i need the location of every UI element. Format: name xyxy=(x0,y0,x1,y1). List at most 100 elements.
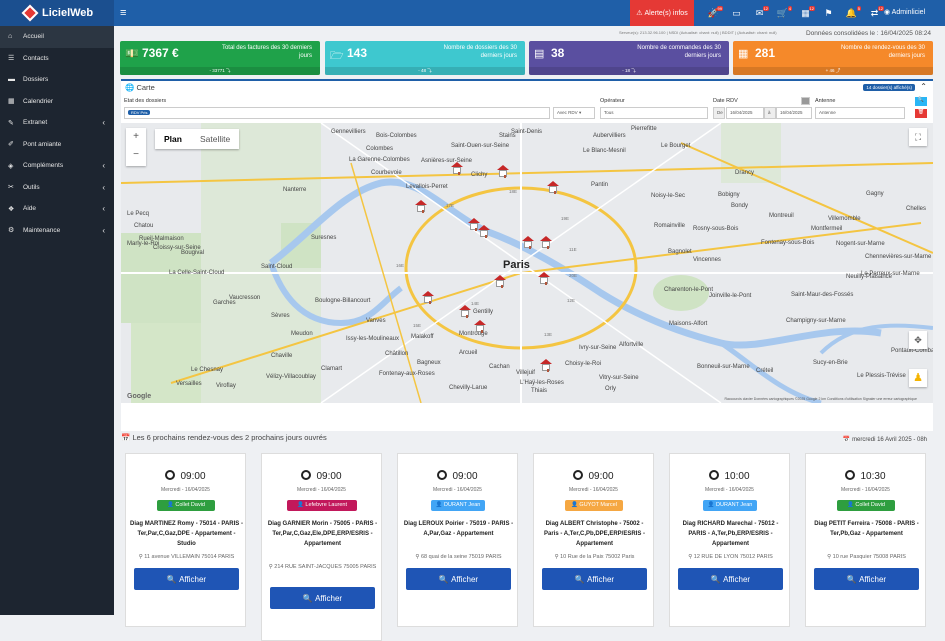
sidebar-item-outils[interactable]: ✂ Outils ‹ xyxy=(0,177,114,199)
sidebar-item-dossiers[interactable]: ▬ Dossiers xyxy=(0,69,114,91)
dossier-marker-icon[interactable] xyxy=(422,291,434,305)
map-label: Viroflay xyxy=(216,383,236,389)
sidebar-item-maintenance[interactable]: ⚙ Maintenance ‹ xyxy=(0,220,114,242)
zoom-in-button[interactable]: + xyxy=(133,131,139,142)
antenne-label: Antenne xyxy=(815,98,836,104)
dossier-marker-icon[interactable] xyxy=(451,162,463,176)
dossier-marker-icon[interactable] xyxy=(494,275,506,289)
app-logo[interactable]: LicielWeb xyxy=(0,0,114,26)
map-label: Le Perreux-sur-Marne xyxy=(861,271,920,277)
stat-label: Nombre de commandes des 30 derniers jour… xyxy=(637,45,721,59)
dossier-marker-icon[interactable] xyxy=(468,218,480,232)
complements-icon: ◈ xyxy=(8,162,14,170)
rdv-address: ⚲ 10 Rue de la Paix 75002 Paris xyxy=(538,553,651,562)
mail-icon[interactable]: ✉ 12 xyxy=(755,5,769,18)
stat-card[interactable]: 💵 7367 € Total des factures des 30 dernier… xyxy=(120,41,320,75)
map-pin-icon: ⚲ xyxy=(268,564,275,570)
dossier-marker-icon[interactable] xyxy=(540,359,552,373)
rdv-card: 09:00 Mercredi - 16/04/2025 👤 Collet David… xyxy=(125,453,246,627)
date-from-input[interactable]: 16/04/2025 xyxy=(726,107,764,119)
sidebar-item-compl-ments[interactable]: ◈ Compléments ‹ xyxy=(0,155,114,177)
sidebar-item-label: Dossiers xyxy=(23,76,49,84)
map-label: Rueil-Malmaison xyxy=(139,236,184,242)
map-attribution[interactable]: Raccourcis clavier Données cartographiqu… xyxy=(724,397,917,401)
dossier-marker-icon[interactable] xyxy=(538,272,550,286)
rdv-date: Mercredi - 16/04/2025 xyxy=(569,487,618,493)
stat-label: Total des factures des 30 derniers jours xyxy=(221,45,312,59)
rdv-address-text: 214 RUE SAINT-JACQUES 75005 PARIS xyxy=(274,564,377,570)
dossier-marker-icon[interactable] xyxy=(415,200,427,214)
rdv-address-text: 10 rue Pasquier 75008 PARIS xyxy=(832,554,906,560)
alert-label: Alerte(s) infos xyxy=(644,9,688,17)
sidebar-item-calendrier[interactable]: ▦ Calendrier xyxy=(0,91,114,113)
date-to-input[interactable]: 16/04/2025 xyxy=(776,107,812,119)
calendar-icon[interactable]: ▦ 12 xyxy=(801,5,815,18)
dossier-marker-icon[interactable] xyxy=(474,320,486,334)
card-icon[interactable]: ▭ xyxy=(732,7,741,18)
stat-card[interactable]: ▤ 38 Nombre de commandes des 30 derniers j… xyxy=(529,41,729,75)
dossier-marker-icon[interactable] xyxy=(478,225,490,239)
calendar-icon[interactable] xyxy=(801,97,810,105)
bell-icon[interactable]: 🔔 5 xyxy=(845,5,861,18)
collapse-icon[interactable]: ⌃ xyxy=(920,82,927,91)
sidebar-item-pont-amiante[interactable]: ✐ Pont amiante xyxy=(0,134,114,156)
map-label: Malakoff xyxy=(411,334,434,340)
rdv-select[interactable]: Avec RDV ▾ xyxy=(553,107,595,119)
map-label: Clichy xyxy=(471,172,488,178)
dossier-marker-icon[interactable] xyxy=(547,181,559,195)
pan-control-icon[interactable]: ✥ xyxy=(909,331,927,349)
etat-select[interactable]: RDV Pris xyxy=(124,107,550,119)
search-button[interactable]: 🔍 xyxy=(915,97,927,106)
sidebar-item-accueil[interactable]: ⌂ Accueil xyxy=(0,26,114,48)
afficher-button[interactable]: 🔍 Afficher xyxy=(134,568,239,590)
alert-button[interactable]: ⚠ Alerte(s) infos xyxy=(630,0,694,26)
rocket-icon[interactable]: 🚀 99 xyxy=(707,5,723,18)
afficher-button[interactable]: 🔍 Afficher xyxy=(270,587,375,609)
afficher-button[interactable]: 🔍 Afficher xyxy=(542,568,647,590)
rdv-card: 10:30 Mercredi - 16/04/2025 👤 Collet David… xyxy=(805,453,926,627)
sidebar-item-contacts[interactable]: ☰ Contacts xyxy=(0,48,114,70)
map-label: Bondy xyxy=(731,203,749,209)
delete-button[interactable]: 🗑 xyxy=(915,109,927,118)
top-icons: 🚀 99 ▭ ✉ 12 🛒 4 ▦ 12 ⚑ 🔔 5 ⇄ 12 xyxy=(702,0,886,26)
district-label: 19E xyxy=(561,216,570,221)
zoom-out-button[interactable]: − xyxy=(133,149,139,160)
stat-card[interactable]: ▦ 281 Nombre de rendez-vous des 30 dernier… xyxy=(733,41,933,75)
etat-tag[interactable]: RDV Pris xyxy=(128,110,151,115)
flag-icon[interactable]: ⚑ xyxy=(824,7,833,18)
fullscreen-icon[interactable]: ⛶ xyxy=(909,128,927,146)
map-plan-tab[interactable]: Plan xyxy=(164,134,182,144)
dossier-marker-icon[interactable] xyxy=(459,305,471,319)
map-label: Créteil xyxy=(756,368,774,374)
afficher-button[interactable]: 🔍 Afficher xyxy=(814,568,919,590)
map-label: Nogent-sur-Marne xyxy=(836,241,885,247)
notification-badge: 4 xyxy=(787,5,792,11)
map[interactable]: Paris Nanterre Boulogne-Billancourt Versail… xyxy=(121,123,933,403)
map-satellite-tab[interactable]: Satellite xyxy=(199,134,231,144)
operateur-select[interactable]: Tous xyxy=(600,107,708,119)
stat-card[interactable]: 🗁 143 Nombre de dossiers des 30 derniers j… xyxy=(325,41,525,75)
dossier-marker-icon[interactable] xyxy=(540,236,552,250)
district-label: 13E xyxy=(544,332,553,337)
map-label: Meudon xyxy=(291,331,313,337)
map-label: Bagnolet xyxy=(668,249,692,255)
dossier-marker-icon[interactable] xyxy=(497,165,509,179)
chevron-left-icon: ‹ xyxy=(102,225,105,235)
transfer-icon[interactable]: ⇄ 12 xyxy=(870,5,884,18)
cart-icon[interactable]: 🛒 4 xyxy=(776,5,792,18)
search-icon: 🔍 xyxy=(710,574,724,584)
afficher-button[interactable]: 🔍 Afficher xyxy=(406,568,511,590)
money-icon: 💵 xyxy=(125,48,139,60)
sidebar-item-extranet[interactable]: ✎ Extranet ‹ xyxy=(0,112,114,134)
search-icon: 🔍 xyxy=(166,574,180,584)
pegman-icon[interactable]: ♟ xyxy=(909,369,927,387)
extranet-icon: ✎ xyxy=(8,119,14,127)
map-label: Bougival xyxy=(181,250,205,256)
user-menu[interactable]: ◉ Adminliciel xyxy=(884,8,925,16)
district-label: 16E xyxy=(396,263,405,268)
afficher-button[interactable]: 🔍 Afficher xyxy=(678,568,783,590)
menu-toggle-icon[interactable]: ≡ xyxy=(120,7,127,19)
sidebar-item-aide[interactable]: ❖ Aide ‹ xyxy=(0,198,114,220)
antenne-select[interactable]: Antenne xyxy=(815,107,905,119)
dossier-marker-icon[interactable] xyxy=(522,236,534,250)
